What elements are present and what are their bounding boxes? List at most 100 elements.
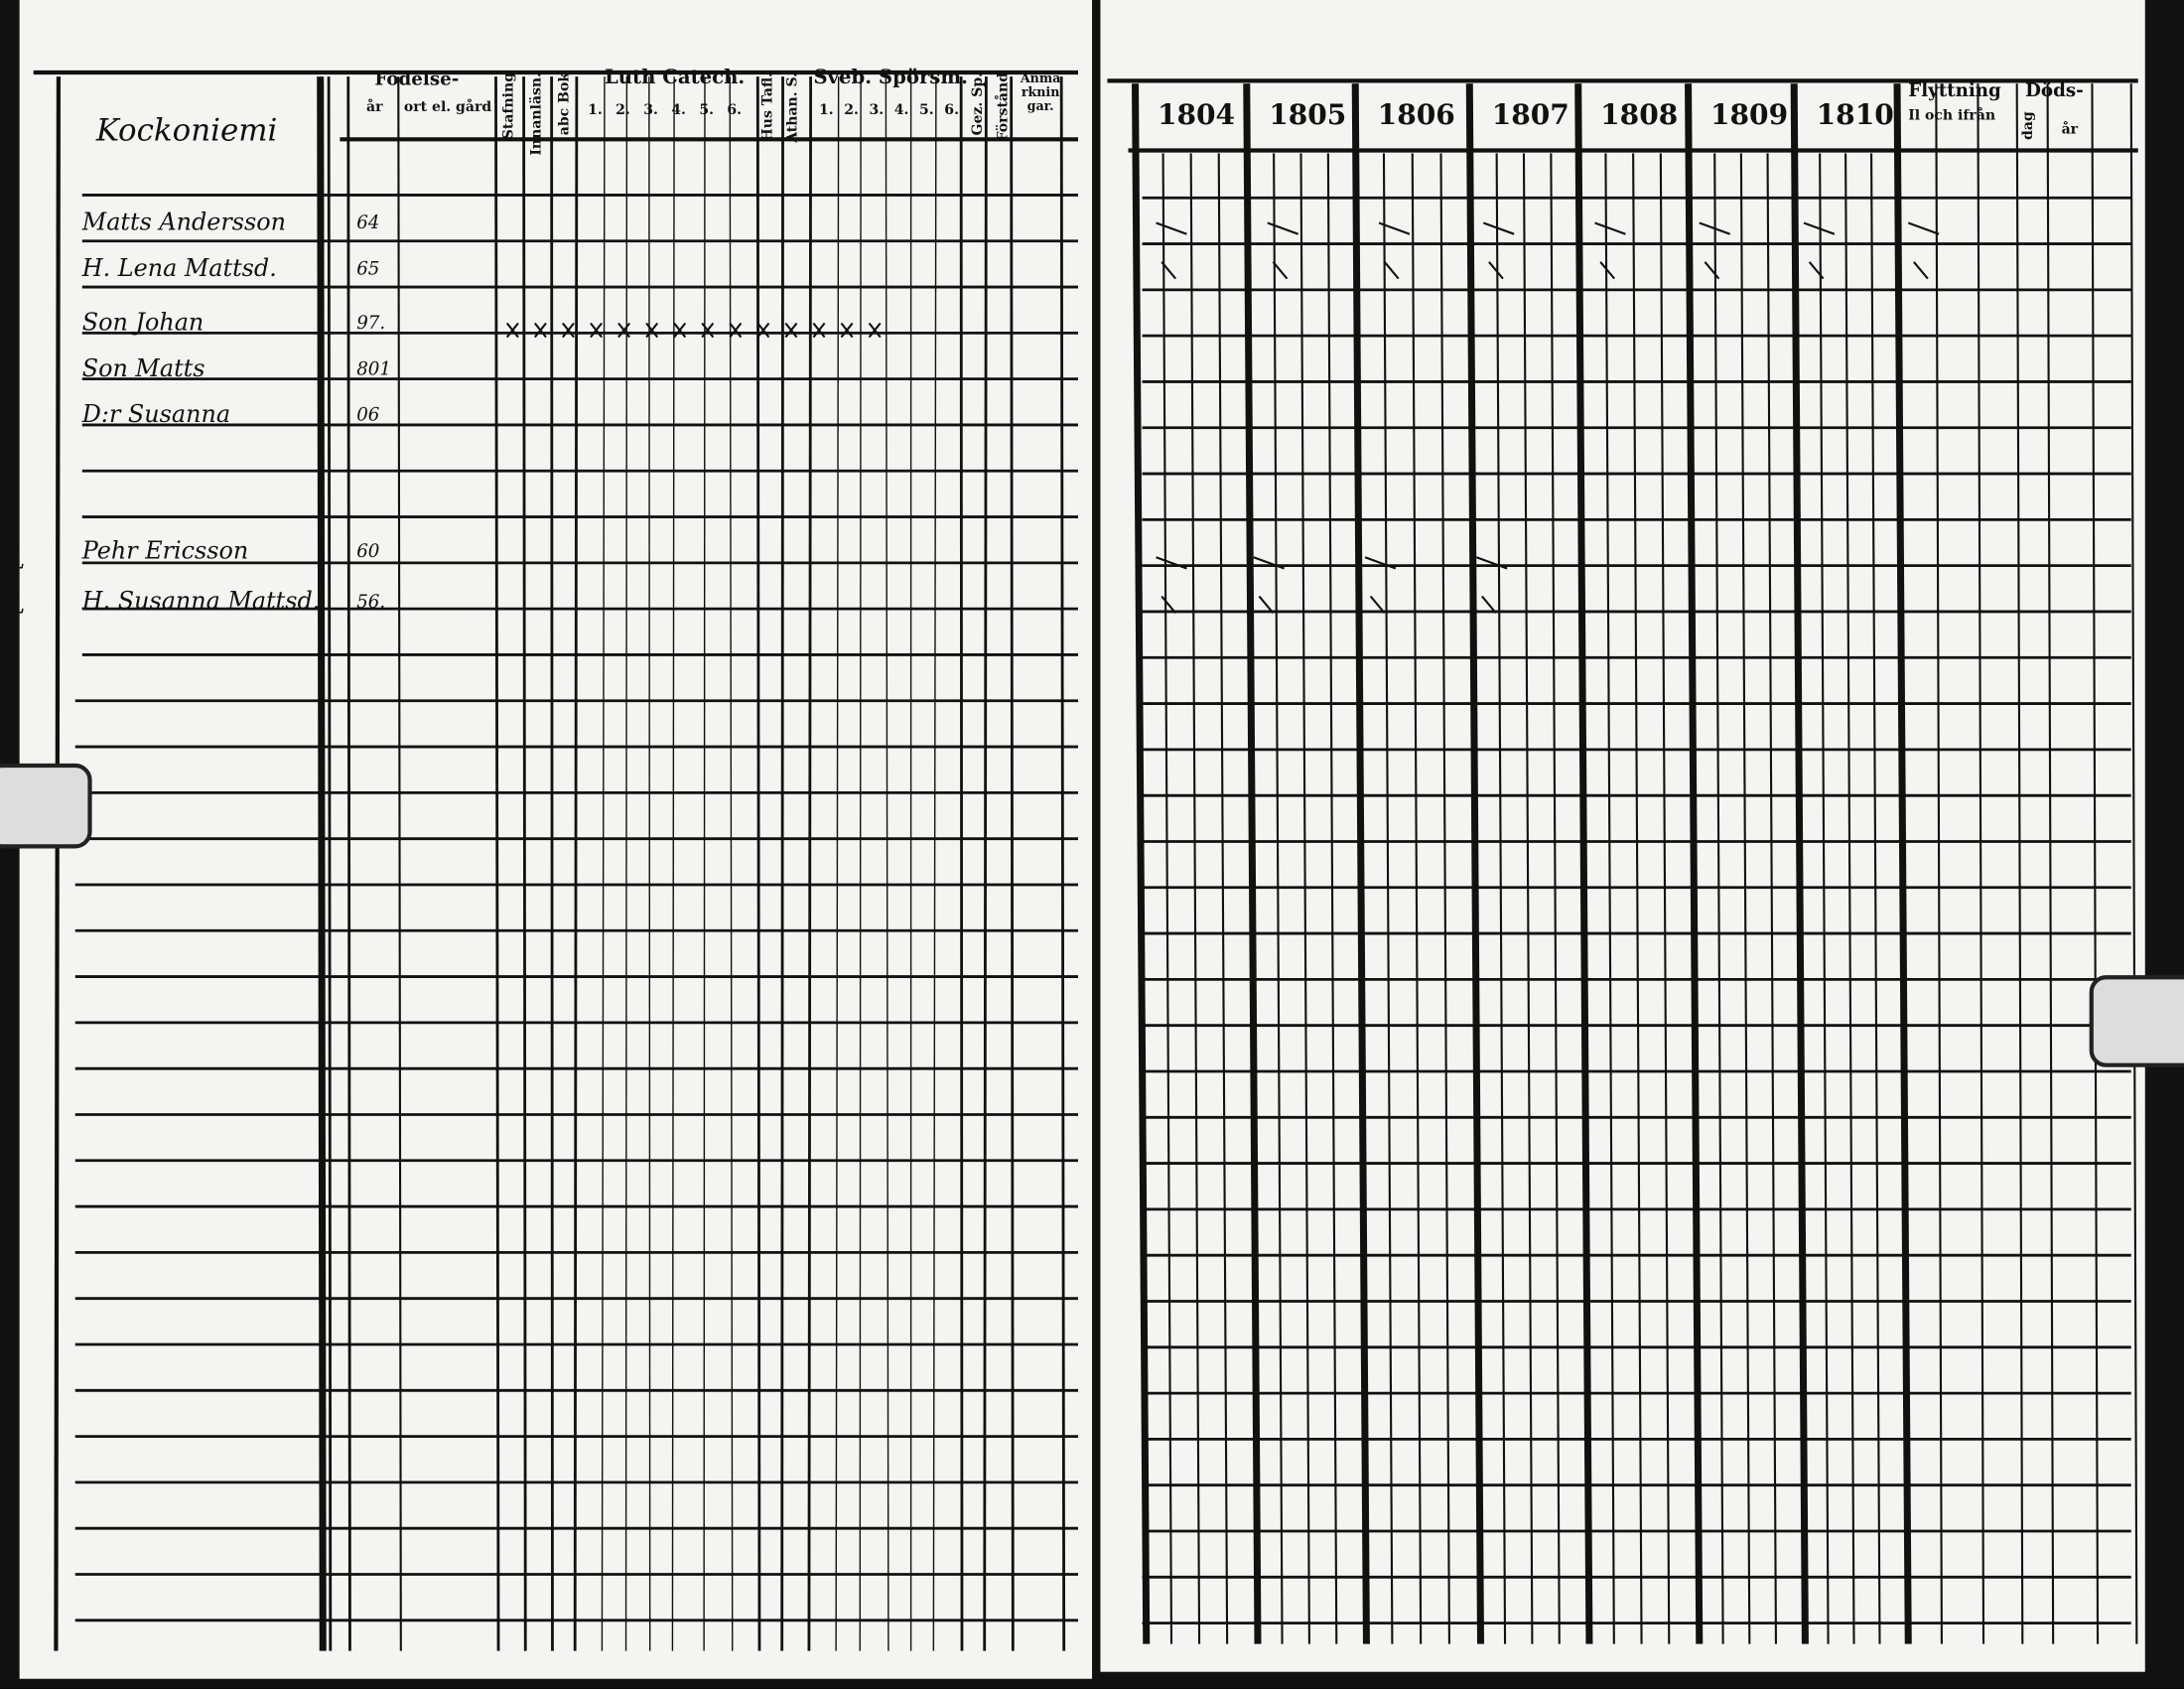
column-line — [624, 76, 628, 1651]
year-column-line — [1465, 83, 1485, 1644]
page-clip — [0, 763, 92, 849]
column-line — [1217, 153, 1229, 1644]
left-grid-lines — [33, 70, 1078, 1651]
margin-mark: L — [8, 546, 26, 576]
person-birth-year: 97. — [356, 313, 386, 335]
check-mark — [617, 322, 631, 339]
header-house-table: Hus Tafl. — [760, 71, 776, 142]
column-line — [1766, 153, 1778, 1644]
person-name: Son Matts — [81, 354, 205, 383]
year-column-line — [1351, 83, 1370, 1644]
check-mark — [701, 322, 715, 339]
check-mark — [812, 322, 826, 339]
entry-mark — [1378, 221, 1411, 235]
column-line — [1935, 83, 1943, 1644]
column-line — [1659, 153, 1671, 1644]
column-line — [494, 76, 500, 1651]
column-line — [780, 76, 784, 1651]
entry-mark — [1369, 595, 1386, 615]
person-name: H. Lena Mattsd. — [81, 254, 277, 283]
column-line — [1439, 153, 1450, 1644]
header-reading: Innanläsn. — [529, 71, 545, 156]
entry-mark — [1160, 261, 1177, 280]
header-understanding: Förstånd — [996, 71, 1012, 142]
person-birth-year: 65 — [356, 258, 380, 281]
column-line — [1844, 153, 1855, 1644]
column-line — [1273, 153, 1284, 1644]
column-line — [671, 76, 675, 1651]
entry-mark — [1699, 221, 1731, 235]
column-line — [859, 76, 862, 1651]
header-svebilius-sub: 1. — [819, 102, 834, 119]
column-line — [54, 76, 62, 1651]
entry-mark — [1272, 261, 1289, 280]
header-svebilius-sub: 5. — [919, 102, 934, 119]
column-line — [1819, 153, 1830, 1644]
year-header: 1805 — [1269, 97, 1347, 131]
entry-mark — [1364, 556, 1397, 570]
check-mark — [533, 322, 547, 339]
header-moving: Flyttning — [1908, 80, 2001, 102]
column-line — [397, 76, 402, 1651]
entry-mark — [1907, 221, 1940, 235]
year-column-line — [1132, 83, 1151, 1644]
check-mark — [673, 322, 687, 339]
header-abc-book: abc Bok — [557, 71, 573, 136]
entry-mark — [1913, 261, 1929, 280]
check-mark — [505, 322, 519, 339]
entry-mark — [1267, 221, 1299, 235]
person-birth-year: 64 — [356, 212, 380, 234]
check-mark — [840, 322, 854, 339]
check-mark — [590, 322, 603, 339]
column-line — [1870, 153, 1881, 1644]
column-line — [1189, 153, 1201, 1644]
header-luther-sub: 5. — [699, 102, 715, 119]
left-page: Kockoniemi Födelse- år ort el. gård Staf… — [8, 0, 1093, 1679]
header-birth-place: ort el. gård — [403, 100, 492, 116]
person-birth-year: 801 — [356, 358, 392, 381]
entry-mark — [1156, 221, 1187, 235]
header-svebilius-sub: 6. — [944, 102, 959, 119]
column-line — [1299, 153, 1310, 1644]
header-birth: Födelse- — [374, 70, 460, 91]
year-header: 1810 — [1816, 97, 1894, 131]
column-line — [1632, 153, 1643, 1644]
column-line — [807, 76, 813, 1651]
column-line — [1326, 153, 1338, 1644]
right-grid-lines — [1107, 78, 2138, 1644]
header-svebilius-sub: 3. — [869, 102, 885, 119]
entry-mark — [1704, 261, 1720, 280]
person-name: Matts Andersson — [81, 209, 287, 237]
column-line — [2046, 83, 2055, 1644]
header-death: Döds- — [2025, 80, 2084, 102]
column-line — [601, 76, 606, 1651]
column-line — [2015, 83, 2024, 1644]
year-column-line — [1243, 83, 1262, 1644]
header-luther-sub: 3. — [643, 102, 658, 119]
person-name: H. Susanna Mattsd. — [81, 588, 321, 617]
person-name: Pehr Ericsson — [81, 537, 249, 566]
year-header: 1807 — [1491, 97, 1570, 131]
column-line — [2129, 83, 2138, 1644]
entry-mark — [1808, 261, 1825, 280]
header-death-year: år — [2061, 122, 2079, 138]
column-line — [1059, 76, 1066, 1651]
entry-mark — [1383, 261, 1400, 280]
person-birth-year: 06 — [356, 405, 380, 427]
column-line — [729, 76, 734, 1651]
column-line — [703, 76, 706, 1651]
column-line — [1382, 153, 1394, 1644]
header-moving-sub: Il och ifrån — [1908, 108, 1996, 124]
header-gez-sp: Gez. Sp. — [970, 71, 987, 136]
year-header: 1808 — [1600, 97, 1679, 131]
year-header: 1809 — [1710, 97, 1789, 131]
column-line — [327, 76, 333, 1651]
column-line — [835, 76, 840, 1651]
page-clip — [2089, 975, 2184, 1067]
entry-mark — [1599, 261, 1616, 280]
column-line — [573, 76, 579, 1651]
column-line — [522, 76, 527, 1651]
column-line — [983, 76, 988, 1651]
year-column-line — [1685, 83, 1704, 1644]
